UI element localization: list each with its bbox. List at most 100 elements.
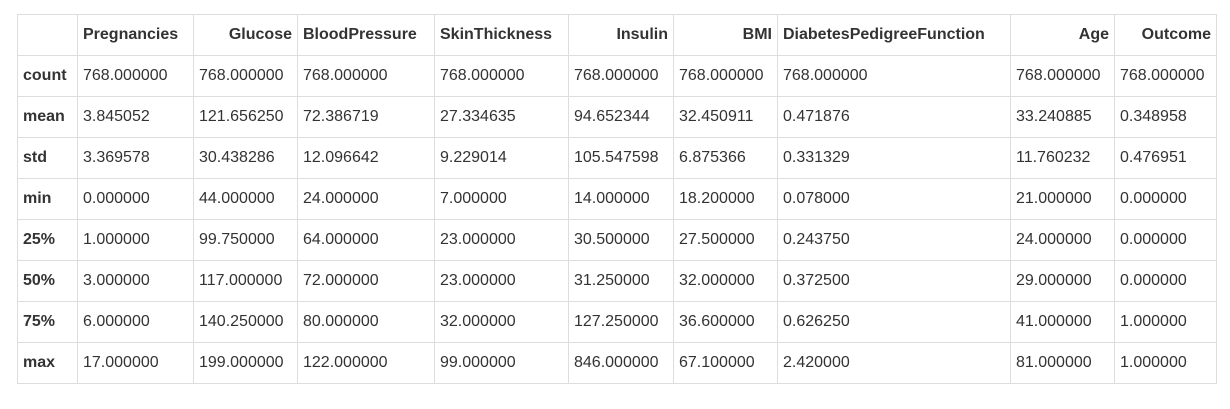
cell-bloodpressure: 72.000000	[297, 260, 435, 302]
cell-glucose: 30.438286	[193, 137, 298, 179]
cell-skinthickness: 23.000000	[434, 219, 569, 261]
cell-glucose: 99.750000	[193, 219, 298, 261]
cell-outcome: 768.000000	[1114, 55, 1217, 97]
cell-age: 11.760232	[1010, 137, 1115, 179]
describe-table: Pregnancies Glucose BloodPressure SkinTh…	[17, 14, 1217, 384]
table-row: count 768.000000 768.000000 768.000000 768.0…	[17, 55, 1217, 97]
cell-diabetespedigreefunction: 0.471876	[777, 96, 1011, 138]
cell-insulin: 30.500000	[568, 219, 674, 261]
cell-glucose: 140.250000	[193, 301, 298, 343]
cell-outcome: 1.000000	[1114, 342, 1217, 384]
cell-pregnancies: 1.000000	[77, 219, 194, 261]
header-insulin: Insulin	[568, 14, 674, 56]
cell-diabetespedigreefunction: 768.000000	[777, 55, 1011, 97]
cell-pregnancies: 17.000000	[77, 342, 194, 384]
header-row: Pregnancies Glucose BloodPressure SkinTh…	[17, 14, 1217, 56]
cell-diabetespedigreefunction: 0.372500	[777, 260, 1011, 302]
table-container: Pregnancies Glucose BloodPressure SkinTh…	[17, 14, 1217, 384]
header-index	[17, 14, 78, 56]
cell-skinthickness: 27.334635	[434, 96, 569, 138]
cell-skinthickness: 7.000000	[434, 178, 569, 220]
cell-bloodpressure: 64.000000	[297, 219, 435, 261]
row-label: min	[17, 178, 78, 220]
cell-pregnancies: 768.000000	[77, 55, 194, 97]
cell-bmi: 32.000000	[673, 260, 778, 302]
cell-insulin: 846.000000	[568, 342, 674, 384]
cell-outcome: 0.000000	[1114, 260, 1217, 302]
header-age: Age	[1010, 14, 1115, 56]
cell-pregnancies: 3.845052	[77, 96, 194, 138]
header-pregnancies: Pregnancies	[77, 14, 194, 56]
cell-age: 81.000000	[1010, 342, 1115, 384]
row-label: 75%	[17, 301, 78, 343]
cell-age: 768.000000	[1010, 55, 1115, 97]
cell-skinthickness: 99.000000	[434, 342, 569, 384]
cell-age: 29.000000	[1010, 260, 1115, 302]
cell-insulin: 768.000000	[568, 55, 674, 97]
cell-insulin: 14.000000	[568, 178, 674, 220]
row-label: max	[17, 342, 78, 384]
cell-bmi: 36.600000	[673, 301, 778, 343]
cell-outcome: 1.000000	[1114, 301, 1217, 343]
cell-glucose: 768.000000	[193, 55, 298, 97]
cell-glucose: 121.656250	[193, 96, 298, 138]
cell-pregnancies: 6.000000	[77, 301, 194, 343]
cell-insulin: 31.250000	[568, 260, 674, 302]
header-outcome: Outcome	[1114, 14, 1217, 56]
cell-glucose: 199.000000	[193, 342, 298, 384]
cell-skinthickness: 768.000000	[434, 55, 569, 97]
table-body: count 768.000000 768.000000 768.000000 768.0…	[17, 55, 1217, 384]
cell-pregnancies: 3.000000	[77, 260, 194, 302]
cell-outcome: 0.476951	[1114, 137, 1217, 179]
cell-glucose: 117.000000	[193, 260, 298, 302]
cell-bloodpressure: 24.000000	[297, 178, 435, 220]
header-diabetespedigreefunction: DiabetesPedigreeFunction	[777, 14, 1011, 56]
cell-diabetespedigreefunction: 0.626250	[777, 301, 1011, 343]
cell-insulin: 105.547598	[568, 137, 674, 179]
table-row: max 17.000000 199.000000 122.000000 99.00000…	[17, 342, 1217, 384]
cell-skinthickness: 23.000000	[434, 260, 569, 302]
header-bloodpressure: BloodPressure	[297, 14, 435, 56]
cell-bmi: 6.875366	[673, 137, 778, 179]
cell-bmi: 67.100000	[673, 342, 778, 384]
cell-glucose: 44.000000	[193, 178, 298, 220]
header-glucose: Glucose	[193, 14, 298, 56]
cell-skinthickness: 32.000000	[434, 301, 569, 343]
header-skinthickness: SkinThickness	[434, 14, 569, 56]
cell-outcome: 0.348958	[1114, 96, 1217, 138]
cell-diabetespedigreefunction: 0.331329	[777, 137, 1011, 179]
row-label: std	[17, 137, 78, 179]
header-bmi: BMI	[673, 14, 778, 56]
cell-skinthickness: 9.229014	[434, 137, 569, 179]
cell-age: 21.000000	[1010, 178, 1115, 220]
table-row: 50% 3.000000 117.000000 72.000000 23.000000 3…	[17, 260, 1217, 302]
table-row: min 0.000000 44.000000 24.000000 7.000000 14.…	[17, 178, 1217, 220]
cell-bmi: 27.500000	[673, 219, 778, 261]
cell-insulin: 94.652344	[568, 96, 674, 138]
cell-insulin: 127.250000	[568, 301, 674, 343]
cell-diabetespedigreefunction: 0.243750	[777, 219, 1011, 261]
cell-bloodpressure: 12.096642	[297, 137, 435, 179]
table-row: std 3.369578 30.438286 12.096642 9.229014 105…	[17, 137, 1217, 179]
cell-bloodpressure: 122.000000	[297, 342, 435, 384]
cell-outcome: 0.000000	[1114, 219, 1217, 261]
table-row: 75% 6.000000 140.250000 80.000000 32.000000 1…	[17, 301, 1217, 343]
cell-bloodpressure: 72.386719	[297, 96, 435, 138]
cell-bmi: 768.000000	[673, 55, 778, 97]
cell-diabetespedigreefunction: 0.078000	[777, 178, 1011, 220]
row-label: count	[17, 55, 78, 97]
row-label: mean	[17, 96, 78, 138]
cell-bloodpressure: 80.000000	[297, 301, 435, 343]
row-label: 50%	[17, 260, 78, 302]
cell-outcome: 0.000000	[1114, 178, 1217, 220]
cell-bloodpressure: 768.000000	[297, 55, 435, 97]
cell-age: 41.000000	[1010, 301, 1115, 343]
cell-age: 33.240885	[1010, 96, 1115, 138]
cell-pregnancies: 3.369578	[77, 137, 194, 179]
table-row: 25% 1.000000 99.750000 64.000000 23.000000 30…	[17, 219, 1217, 261]
cell-bmi: 32.450911	[673, 96, 778, 138]
cell-age: 24.000000	[1010, 219, 1115, 261]
cell-pregnancies: 0.000000	[77, 178, 194, 220]
table-row: mean 3.845052 121.656250 72.386719 27.334635…	[17, 96, 1217, 138]
row-label: 25%	[17, 219, 78, 261]
